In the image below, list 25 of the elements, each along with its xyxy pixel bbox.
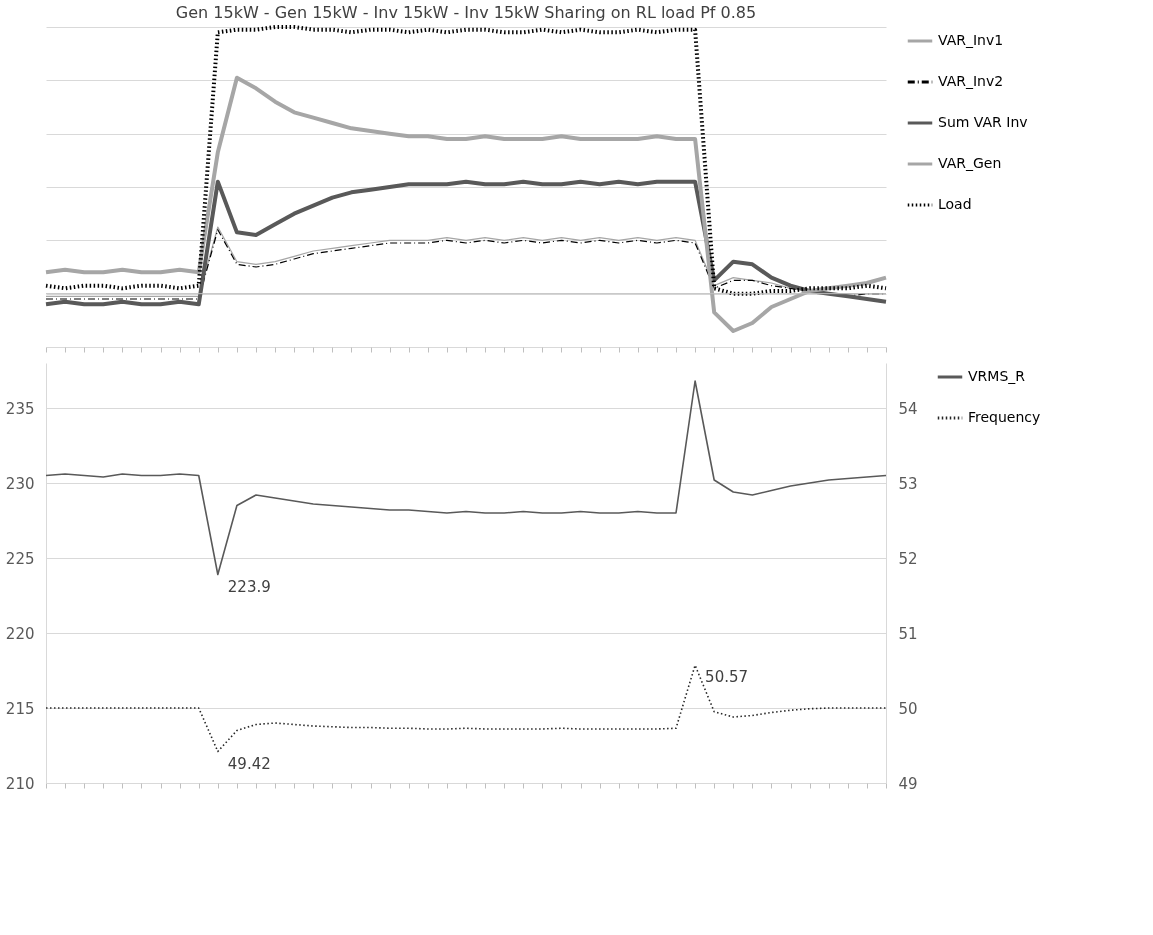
legend-label: VAR_Inv2: [938, 73, 1004, 89]
legend-label: VAR_Gen: [938, 155, 1002, 171]
annotation: 223.9: [227, 577, 271, 596]
y2-tick-label: 54: [898, 399, 918, 418]
chart-title: Gen 15kW - Gen 15kW - Inv 15kW - Inv 15kW Sharing on RL load Pf 0.85: [175, 3, 757, 22]
legend-label: Load: [938, 196, 972, 212]
y2-tick-label: 49: [898, 774, 918, 793]
y-tick-label: 235: [5, 399, 35, 418]
annotation: 50.57: [705, 668, 749, 687]
y2-tick-label: 50: [898, 699, 918, 718]
legend-label: VAR_Inv1: [938, 32, 1004, 48]
y2-tick-label: 51: [898, 624, 918, 643]
legend-label: VRMS_R: [968, 368, 1026, 384]
y-tick-label: 215: [5, 699, 35, 718]
legend-label: Sum VAR Inv: [938, 114, 1028, 130]
line-series: [45, 380, 887, 576]
y-tick-label: 220: [5, 624, 35, 643]
y2-tick-label: 53: [898, 474, 918, 493]
y-tick-label: 225: [5, 549, 35, 568]
y-tick-label: 210: [5, 774, 35, 793]
annotation: 49.42: [227, 754, 271, 773]
line-series: [45, 664, 887, 753]
legend-label: Frequency: [968, 409, 1041, 425]
y-tick-label: 230: [5, 474, 35, 493]
y2-tick-label: 52: [898, 549, 918, 568]
